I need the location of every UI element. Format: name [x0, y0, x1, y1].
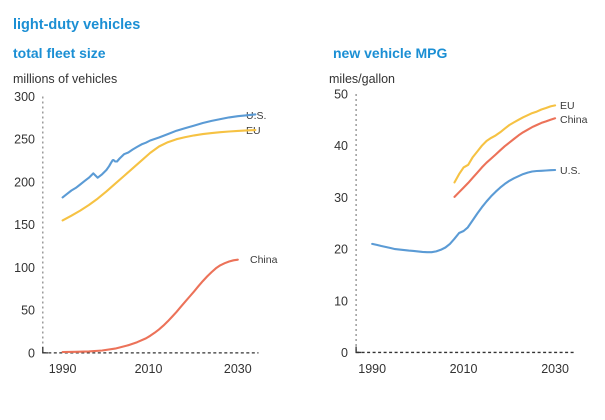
svg-text:40: 40 [334, 139, 348, 153]
svg-text:U.S.: U.S. [560, 165, 580, 177]
svg-text:20: 20 [334, 243, 348, 257]
svg-text:30: 30 [334, 191, 348, 205]
svg-text:300: 300 [14, 90, 35, 104]
svg-text:EU: EU [560, 100, 575, 112]
svg-text:0: 0 [28, 346, 35, 360]
svg-text:250: 250 [14, 133, 35, 147]
svg-text:150: 150 [14, 218, 35, 232]
svg-text:2030: 2030 [541, 362, 569, 376]
svg-text:China: China [560, 114, 588, 126]
svg-text:0: 0 [341, 346, 348, 360]
svg-text:10: 10 [334, 294, 348, 308]
svg-text:2010: 2010 [450, 362, 478, 376]
svg-text:200: 200 [14, 176, 35, 190]
svg-text:100: 100 [14, 261, 35, 275]
svg-text:50: 50 [21, 304, 35, 318]
svg-text:China: China [250, 254, 278, 266]
svg-text:1990: 1990 [358, 362, 386, 376]
svg-text:50: 50 [334, 88, 348, 102]
svg-text:2030: 2030 [224, 362, 252, 376]
svg-text:1990: 1990 [49, 362, 77, 376]
svg-text:2010: 2010 [135, 362, 163, 376]
